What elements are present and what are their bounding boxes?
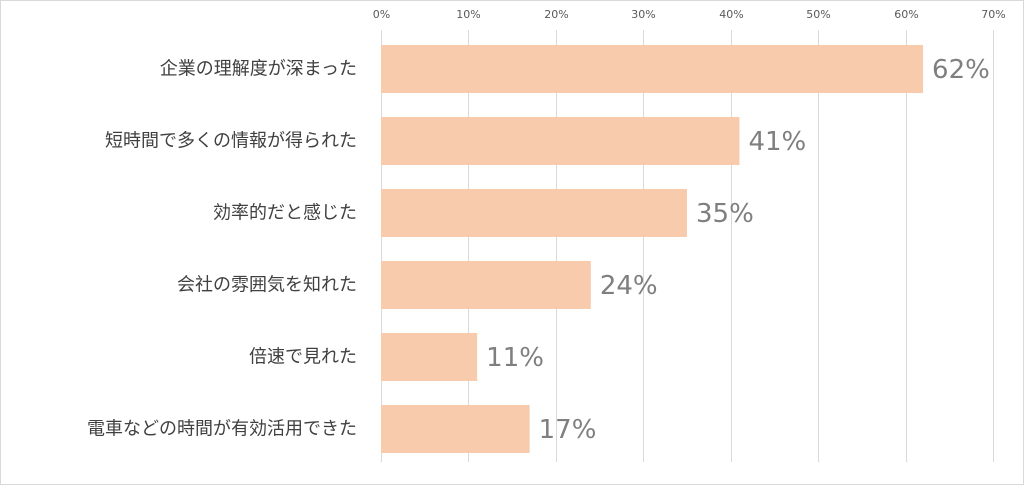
- category-label: 倍速で見れた: [249, 347, 357, 368]
- category-label: 短時間で多くの情報が得られた: [105, 131, 357, 152]
- data-label: 24%: [600, 271, 658, 301]
- data-labels: 62% 41% 35% 24% 11% 17%: [486, 55, 990, 445]
- bar: [381, 333, 478, 381]
- x-axis-ticks: 0% 10% 20% 30% 40% 50% 60% 70%: [373, 8, 1006, 21]
- x-tick-label: 70%: [981, 8, 1005, 21]
- data-label: 62%: [932, 55, 990, 85]
- x-tick-label: 40%: [719, 8, 743, 21]
- category-label: 効率的だと感じた: [213, 203, 357, 224]
- data-label: 35%: [696, 199, 754, 229]
- category-label: 電車などの時間が有効活用できた: [87, 419, 357, 440]
- data-label: 11%: [486, 343, 544, 373]
- bars: [381, 45, 924, 453]
- gridlines: [381, 30, 994, 462]
- bar: [381, 117, 740, 165]
- bar: [381, 189, 687, 237]
- category-label: 企業の理解度が深まった: [160, 59, 357, 80]
- x-tick-label: 10%: [456, 8, 480, 21]
- x-tick-label: 30%: [631, 8, 655, 21]
- category-labels: 企業の理解度が深まった短時間で多くの情報が得られた効率的だと感じた会社の雰囲気を…: [87, 59, 357, 440]
- data-label: 17%: [539, 415, 597, 445]
- data-label: 41%: [748, 127, 806, 157]
- x-tick-label: 50%: [806, 8, 830, 21]
- bar: [381, 45, 924, 93]
- x-tick-label: 60%: [894, 8, 918, 21]
- x-tick-label: 0%: [373, 8, 390, 21]
- bar: [381, 261, 591, 309]
- x-tick-label: 20%: [544, 8, 568, 21]
- category-label: 会社の雰囲気を知れた: [177, 275, 357, 296]
- bar: [381, 405, 530, 453]
